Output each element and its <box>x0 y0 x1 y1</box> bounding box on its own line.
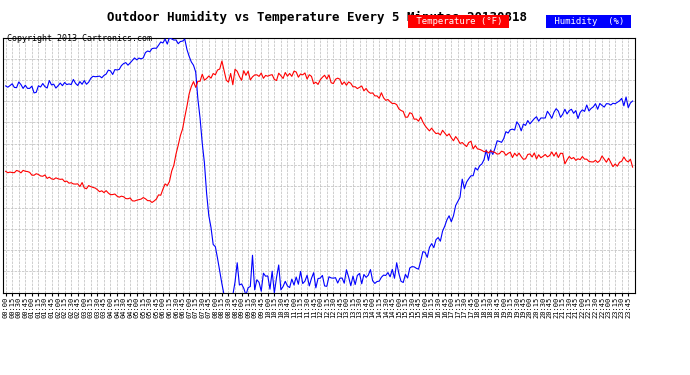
Text: Copyright 2013 Cartronics.com: Copyright 2013 Cartronics.com <box>7 34 152 43</box>
Text: Temperature (°F): Temperature (°F) <box>411 17 507 26</box>
Text: Humidity  (%): Humidity (%) <box>549 17 629 26</box>
Text: Outdoor Humidity vs Temperature Every 5 Minutes 20130818: Outdoor Humidity vs Temperature Every 5 … <box>108 11 527 24</box>
